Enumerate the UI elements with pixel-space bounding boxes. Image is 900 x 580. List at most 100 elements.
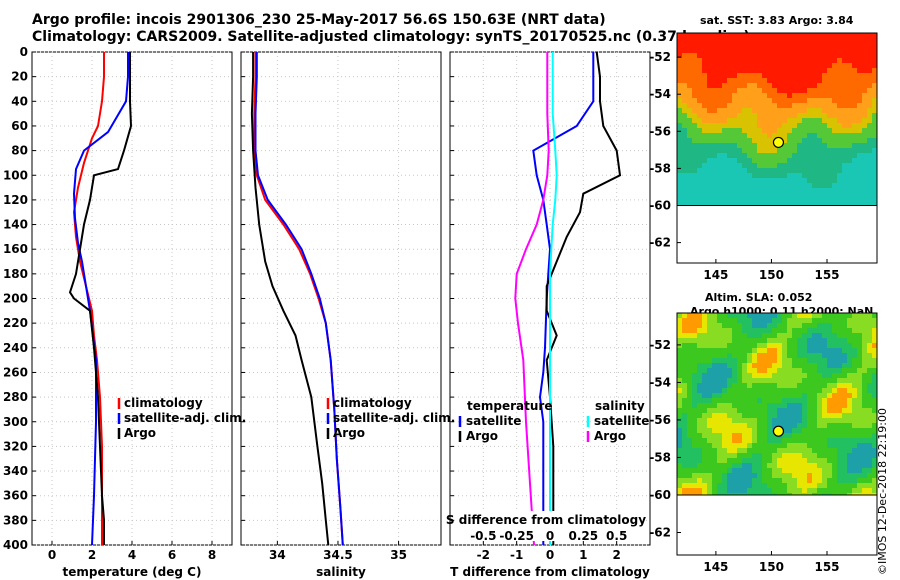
map-field-cell <box>772 493 777 495</box>
map-field-cell <box>717 483 722 488</box>
map-field-cell <box>757 388 762 393</box>
map-field-cell <box>772 193 777 198</box>
map-field-cell <box>772 178 777 183</box>
map-field-cell <box>752 388 757 393</box>
map-field-cell <box>747 323 752 328</box>
map-field-cell <box>692 198 697 203</box>
map-field-cell <box>697 413 702 418</box>
map-field-cell <box>827 108 832 113</box>
map-field-cell <box>682 323 687 328</box>
map-field-cell <box>682 388 687 393</box>
map-field-cell <box>852 393 857 398</box>
map-field-cell <box>857 388 862 393</box>
map-field-cell <box>677 368 682 373</box>
map-field-cell <box>802 343 807 348</box>
map-field-cell <box>742 108 747 113</box>
map-field-cell <box>737 423 742 428</box>
map-field-cell <box>677 158 682 163</box>
map-field-cell <box>832 38 837 43</box>
map-field-cell <box>677 478 682 483</box>
map-field-cell <box>782 488 787 493</box>
map-field-cell <box>857 93 862 98</box>
map-field-cell <box>677 313 682 318</box>
map-field-cell <box>737 338 742 343</box>
map-field-cell <box>727 108 732 113</box>
map-field-cell <box>677 358 682 363</box>
map-field-cell <box>742 493 747 495</box>
map-field-cell <box>797 418 802 423</box>
map-field-cell <box>732 438 737 443</box>
map-field-cell <box>822 103 827 108</box>
map-field-cell <box>852 398 857 403</box>
map-field-cell <box>852 178 857 183</box>
map-field-cell <box>842 138 847 143</box>
map-field-cell <box>757 428 762 433</box>
map-field-cell <box>832 443 837 448</box>
map-field-cell <box>732 168 737 173</box>
map-field-cell <box>692 68 697 73</box>
map-field-cell <box>837 103 842 108</box>
map-field-cell <box>782 178 787 183</box>
map-field-cell <box>792 338 797 343</box>
map-field-cell <box>802 153 807 158</box>
map-field-cell <box>802 348 807 353</box>
map-field-cell <box>792 173 797 178</box>
map-field-cell <box>862 323 867 328</box>
map-field-cell <box>797 128 802 133</box>
map-field-cell <box>862 448 867 453</box>
map-field-cell <box>817 383 822 388</box>
map-field-cell <box>717 108 722 113</box>
map-field-cell <box>837 133 842 138</box>
map-field-cell <box>737 473 742 478</box>
map-field-cell <box>862 78 867 83</box>
map-field-cell <box>682 403 687 408</box>
map-field-cell <box>867 48 872 53</box>
map-field-cell <box>857 468 862 473</box>
map-field-cell <box>807 408 812 413</box>
map-field-cell <box>862 133 867 138</box>
map-field-cell <box>767 328 772 333</box>
map-field-cell <box>832 153 837 158</box>
map-field-cell <box>812 473 817 478</box>
map-field-cell <box>692 468 697 473</box>
map-field-cell <box>762 78 767 83</box>
map-field-cell <box>762 128 767 133</box>
legend-entry: Argo <box>124 426 156 440</box>
map-field-cell <box>817 483 822 488</box>
map-field-cell <box>862 68 867 73</box>
map-field-cell <box>792 318 797 323</box>
map-field-cell <box>837 113 842 118</box>
map-field-cell <box>872 88 877 93</box>
map-field-cell <box>822 113 827 118</box>
map-field-cell <box>807 98 812 103</box>
map-field-cell <box>687 348 692 353</box>
map-field-cell <box>862 333 867 338</box>
map-field-cell <box>782 53 787 58</box>
map-field-cell <box>697 183 702 188</box>
map-field-cell <box>827 363 832 368</box>
map-field-cell <box>712 398 717 403</box>
map-field-cell <box>817 328 822 333</box>
map-field-cell <box>867 173 872 178</box>
map-field-cell <box>857 113 862 118</box>
map-field-cell <box>747 168 752 173</box>
map-field-cell <box>732 383 737 388</box>
map-field-cell <box>807 488 812 493</box>
map-field-cell <box>827 403 832 408</box>
map-field-cell <box>792 348 797 353</box>
map-field-cell <box>727 168 732 173</box>
map-field-cell <box>797 78 802 83</box>
map-field-cell <box>697 58 702 63</box>
map-field-cell <box>827 123 832 128</box>
map-field-cell <box>812 403 817 408</box>
map-field-cell <box>872 418 877 423</box>
map-field-cell <box>777 163 782 168</box>
map-field-cell <box>692 118 697 123</box>
map-field-cell <box>702 368 707 373</box>
map-field-cell <box>727 103 732 108</box>
map-field-cell <box>762 88 767 93</box>
map-field-cell <box>727 463 732 468</box>
map-field-cell <box>767 448 772 453</box>
map-field-cell <box>727 183 732 188</box>
map-field-cell <box>717 153 722 158</box>
